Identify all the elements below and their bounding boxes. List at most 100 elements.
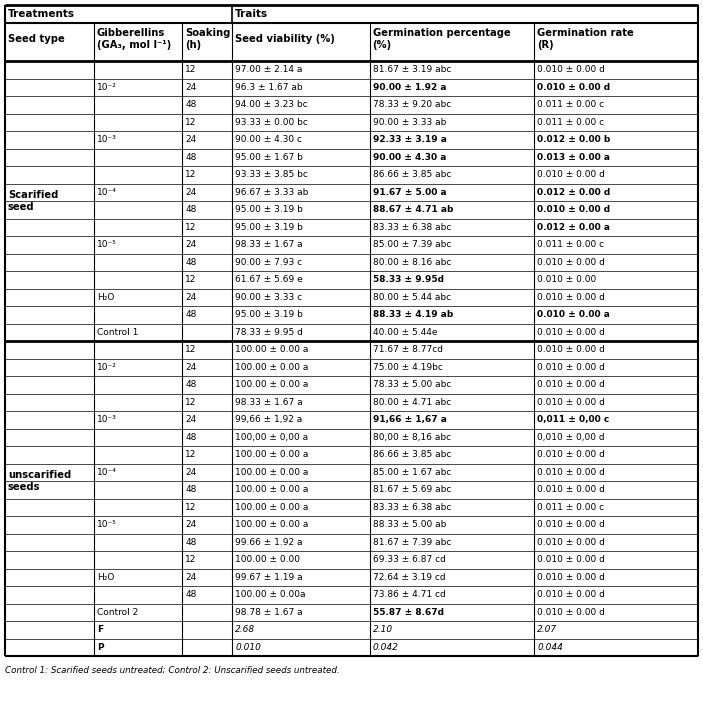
Text: 61.67 ± 5.69 e: 61.67 ± 5.69 e (236, 275, 303, 284)
Text: 0.010 ± 0.00 d: 0.010 ± 0.00 d (538, 468, 605, 477)
Text: 71.67 ± 8.77cd: 71.67 ± 8.77cd (373, 345, 442, 354)
Text: 48: 48 (186, 310, 197, 320)
Text: 48: 48 (186, 100, 197, 110)
Text: 0.010 ± 0.00 d: 0.010 ± 0.00 d (538, 590, 605, 600)
Text: 0.012 ± 0.00 b: 0.012 ± 0.00 b (538, 135, 611, 144)
Text: 88.33 ± 4.19 ab: 88.33 ± 4.19 ab (373, 310, 453, 320)
Text: 90.00 ± 3.33 c: 90.00 ± 3.33 c (236, 293, 302, 302)
Text: 0.011 ± 0.00 c: 0.011 ± 0.00 c (538, 503, 605, 512)
Text: 2.07: 2.07 (538, 625, 557, 634)
Text: 24: 24 (186, 83, 197, 92)
Text: 100.00 ± 0.00 a: 100.00 ± 0.00 a (236, 380, 309, 390)
Text: 99.67 ± 1.19 a: 99.67 ± 1.19 a (236, 573, 303, 582)
Text: 100.00 ± 0.00 a: 100.00 ± 0.00 a (236, 503, 309, 512)
Text: 0.010 ± 0.00 d: 0.010 ± 0.00 d (538, 345, 605, 354)
Text: 0.010 ± 0.00 d: 0.010 ± 0.00 d (538, 170, 605, 180)
Text: Treatments: Treatments (8, 9, 75, 19)
Text: 0.010 ± 0.00 d: 0.010 ± 0.00 d (538, 520, 605, 530)
Text: 0.010 ± 0.00 d: 0.010 ± 0.00 d (538, 485, 605, 494)
Text: 88.33 ± 5.00 ab: 88.33 ± 5.00 ab (373, 520, 446, 530)
Text: 95.00 ± 3.19 b: 95.00 ± 3.19 b (236, 205, 303, 214)
Text: 10⁻⁴: 10⁻⁴ (97, 188, 117, 197)
Text: 100.00 ± 0.00 a: 100.00 ± 0.00 a (236, 468, 309, 477)
Text: 0.010 ± 0.00 d: 0.010 ± 0.00 d (538, 380, 605, 390)
Text: 90.00 ± 4.30 c: 90.00 ± 4.30 c (236, 135, 302, 144)
Text: 86.66 ± 3.85 abc: 86.66 ± 3.85 abc (373, 450, 451, 460)
Text: 0.011 ± 0.00 c: 0.011 ± 0.00 c (538, 100, 605, 110)
Text: 0,010 ± 0,00 d: 0,010 ± 0,00 d (538, 433, 605, 442)
Text: 90.00 ± 4.30 a: 90.00 ± 4.30 a (373, 153, 446, 162)
Text: 91,66 ± 1,67 a: 91,66 ± 1,67 a (373, 415, 446, 424)
Text: 12: 12 (186, 223, 197, 232)
Text: 0.010 ± 0.00 d: 0.010 ± 0.00 d (538, 363, 605, 372)
Text: 97.00 ± 2.14 a: 97.00 ± 2.14 a (236, 65, 303, 74)
Text: 10⁻⁴: 10⁻⁴ (97, 468, 117, 477)
Text: 0.042: 0.042 (373, 643, 399, 652)
Text: 0.010 ± 0.00 d: 0.010 ± 0.00 d (538, 83, 611, 92)
Text: 100.00 ± 0.00 a: 100.00 ± 0.00 a (236, 520, 309, 530)
Text: 78.33 ± 9.20 abc: 78.33 ± 9.20 abc (373, 100, 451, 110)
Text: Traits: Traits (236, 9, 269, 19)
Text: 95.00 ± 3.19 b: 95.00 ± 3.19 b (236, 310, 303, 320)
Text: Germination percentage
(%): Germination percentage (%) (373, 28, 510, 49)
Text: 96.67 ± 3.33 ab: 96.67 ± 3.33 ab (236, 188, 309, 197)
Text: 100.00 ± 0.00 a: 100.00 ± 0.00 a (236, 345, 309, 354)
Text: 95.00 ± 3.19 b: 95.00 ± 3.19 b (236, 223, 303, 232)
Text: Seed viability (%): Seed viability (%) (236, 34, 335, 44)
Text: 75.00 ± 4.19bc: 75.00 ± 4.19bc (373, 363, 442, 372)
Text: 0.011 ± 0.00 c: 0.011 ± 0.00 c (538, 240, 605, 250)
Text: 48: 48 (186, 153, 197, 162)
Text: 0.010 ± 0.00 d: 0.010 ± 0.00 d (538, 555, 605, 564)
Text: 0.010 ± 0.00 d: 0.010 ± 0.00 d (538, 450, 605, 460)
Text: 48: 48 (186, 538, 197, 547)
Text: Germination rate
(R): Germination rate (R) (538, 28, 634, 49)
Text: 83.33 ± 6.38 abc: 83.33 ± 6.38 abc (373, 223, 451, 232)
Text: 0.044: 0.044 (538, 643, 563, 652)
Text: P: P (97, 643, 103, 652)
Text: 12: 12 (186, 170, 197, 180)
Text: 2.10: 2.10 (373, 625, 393, 634)
Text: 98.33 ± 1.67 a: 98.33 ± 1.67 a (236, 240, 303, 250)
Text: 0.010 ± 0.00 a: 0.010 ± 0.00 a (538, 310, 610, 320)
Text: 12: 12 (186, 118, 197, 127)
Text: 96.3 ± 1.67 ab: 96.3 ± 1.67 ab (236, 83, 303, 92)
Text: 100.00 ± 0.00: 100.00 ± 0.00 (236, 555, 300, 564)
Text: 24: 24 (186, 415, 197, 424)
Text: 80.00 ± 5.44 abc: 80.00 ± 5.44 abc (373, 293, 451, 302)
Text: 2.68: 2.68 (236, 625, 255, 634)
Text: 99.66 ± 1.92 a: 99.66 ± 1.92 a (236, 538, 303, 547)
Text: Control 1: Control 1 (97, 328, 138, 337)
Text: 80.00 ± 8.16 abc: 80.00 ± 8.16 abc (373, 258, 451, 267)
Text: 55.87 ± 8.67d: 55.87 ± 8.67d (373, 608, 444, 617)
Text: 24: 24 (186, 188, 197, 197)
Text: 48: 48 (186, 205, 197, 214)
Text: Control 2: Control 2 (97, 608, 138, 617)
Text: Soaking
(h): Soaking (h) (186, 28, 231, 49)
Text: 40.00 ± 5.44e: 40.00 ± 5.44e (373, 328, 437, 337)
Text: 0.013 ± 0.00 a: 0.013 ± 0.00 a (538, 153, 610, 162)
Text: 99,66 ± 1,92 a: 99,66 ± 1,92 a (236, 415, 302, 424)
Text: 92.33 ± 3.19 a: 92.33 ± 3.19 a (373, 135, 446, 144)
Text: 0.010 ± 0.00 d: 0.010 ± 0.00 d (538, 65, 605, 74)
Text: 100.00 ± 0.00 a: 100.00 ± 0.00 a (236, 485, 309, 494)
Text: 0.011 ± 0.00 c: 0.011 ± 0.00 c (538, 118, 605, 127)
Text: 88.67 ± 4.71 ab: 88.67 ± 4.71 ab (373, 205, 453, 214)
Text: 24: 24 (186, 293, 197, 302)
Text: 0.010 ± 0.00 d: 0.010 ± 0.00 d (538, 398, 605, 407)
Text: 0.010 ± 0.00 d: 0.010 ± 0.00 d (538, 293, 605, 302)
Text: 12: 12 (186, 345, 197, 354)
Text: 90.00 ± 1.92 a: 90.00 ± 1.92 a (373, 83, 446, 92)
Text: 0.010 ± 0.00: 0.010 ± 0.00 (538, 275, 597, 284)
Text: 12: 12 (186, 275, 197, 284)
Text: 24: 24 (186, 520, 197, 530)
Text: F: F (97, 625, 103, 634)
Text: H₂O: H₂O (97, 573, 114, 582)
Text: 98.33 ± 1.67 a: 98.33 ± 1.67 a (236, 398, 303, 407)
Text: 0.012 ± 0.00 a: 0.012 ± 0.00 a (538, 223, 610, 232)
Text: 91.67 ± 5.00 a: 91.67 ± 5.00 a (373, 188, 446, 197)
Text: 85.00 ± 7.39 abc: 85.00 ± 7.39 abc (373, 240, 451, 250)
Text: 48: 48 (186, 485, 197, 494)
Text: unscarified
seeds: unscarified seeds (8, 470, 71, 492)
Text: Seed type: Seed type (8, 34, 65, 44)
Text: 90.00 ± 3.33 ab: 90.00 ± 3.33 ab (373, 118, 446, 127)
